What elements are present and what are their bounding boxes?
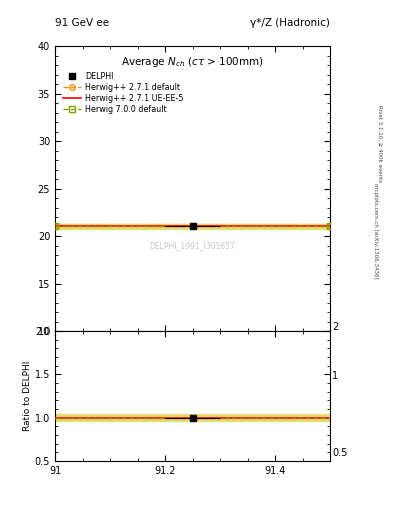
Y-axis label: Ratio to DELPHI: Ratio to DELPHI (23, 361, 32, 431)
Legend: DELPHI, Herwig++ 2.7.1 default, Herwig++ 2.7.1 UE-EE-5, Herwig 7.0.0 default: DELPHI, Herwig++ 2.7.1 default, Herwig++… (62, 70, 185, 115)
Text: γ*/Z (Hadronic): γ*/Z (Hadronic) (250, 18, 330, 28)
Text: 2: 2 (332, 322, 338, 332)
Text: mcplots.cern.ch [arXiv:1306.3436]: mcplots.cern.ch [arXiv:1306.3436] (373, 183, 378, 278)
Text: Rivet 3.1.10, ≥ 400k events: Rivet 3.1.10, ≥ 400k events (377, 105, 382, 182)
Text: DELPHI_1991_I301657: DELPHI_1991_I301657 (150, 241, 235, 250)
Text: 1: 1 (332, 371, 338, 381)
Text: 91 GeV ee: 91 GeV ee (55, 18, 109, 28)
Text: 0.5: 0.5 (332, 448, 347, 458)
Text: Average $N_{ch}$ ($c\tau$ > 100mm): Average $N_{ch}$ ($c\tau$ > 100mm) (121, 55, 264, 69)
